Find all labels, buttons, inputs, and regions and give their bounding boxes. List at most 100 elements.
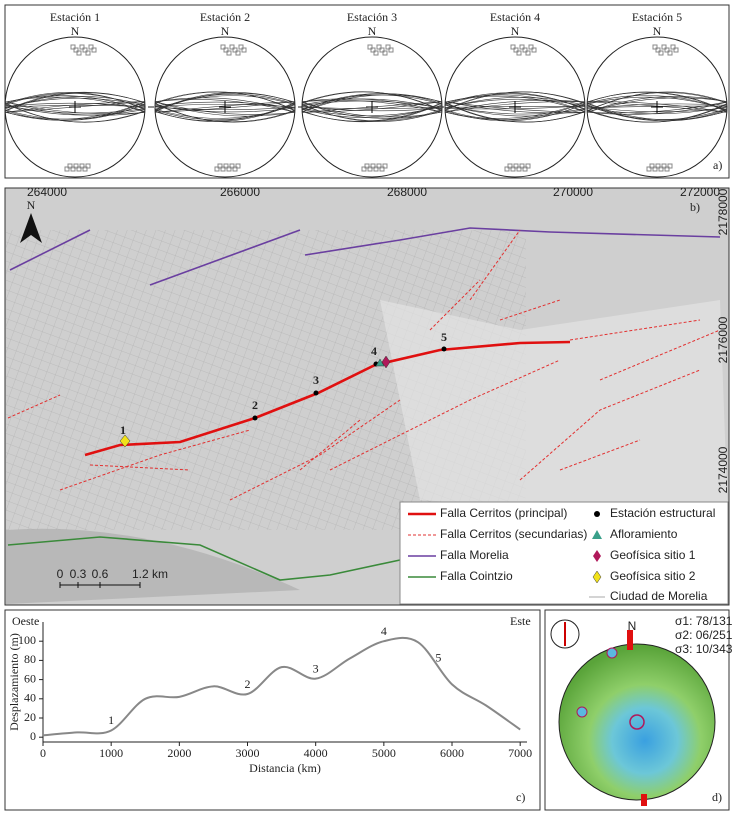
pole — [70, 166, 76, 172]
x-tick-label: 5000 — [372, 746, 396, 760]
pole — [528, 44, 534, 50]
pole — [376, 44, 382, 50]
pole — [519, 163, 525, 169]
map-y-label: 2178000 — [716, 188, 730, 235]
pole — [229, 163, 235, 169]
pole — [91, 47, 97, 53]
pole — [85, 50, 91, 56]
great-circle — [4, 92, 146, 110]
great-circle — [586, 103, 728, 123]
pole — [510, 166, 516, 172]
y-tick-label: 80 — [24, 652, 36, 666]
pole — [658, 50, 664, 56]
panel-label: a) — [713, 158, 722, 172]
pole — [367, 166, 373, 172]
north-label: N — [653, 24, 662, 38]
station-label: 3 — [313, 373, 319, 387]
y-tick-label: 40 — [24, 691, 36, 705]
x-tick-label: 3000 — [236, 746, 260, 760]
map-x-label: 272000 — [680, 185, 720, 199]
great-circle — [154, 103, 296, 123]
pole — [235, 50, 241, 56]
station-label: 4 — [371, 344, 377, 358]
pole — [226, 166, 232, 172]
great-circle — [301, 101, 443, 118]
pole — [223, 47, 229, 53]
panel-c-frame — [4, 609, 541, 811]
great-circle — [444, 101, 586, 121]
great-circle — [301, 103, 443, 122]
station-title: Estación 1 — [50, 10, 100, 24]
y-axis-title: Desplazamiento (m) — [7, 633, 21, 731]
pole — [67, 163, 73, 169]
pole — [235, 163, 241, 169]
pole — [522, 166, 528, 172]
station-label: 5 — [441, 330, 447, 344]
great-circle — [154, 91, 296, 112]
pole — [670, 44, 676, 50]
great-circle — [586, 97, 728, 113]
pole — [373, 166, 379, 172]
great-circle — [154, 97, 296, 113]
great-circle — [301, 94, 443, 110]
east-label: Este — [510, 614, 531, 628]
relief — [380, 300, 728, 520]
great-circle — [301, 94, 443, 113]
panel-label: d) — [712, 790, 722, 804]
pole — [649, 163, 655, 169]
geofisica-1 — [381, 355, 391, 369]
legend-label: Geofísica sitio 2 — [610, 569, 696, 583]
pole — [73, 47, 79, 53]
pole — [76, 50, 82, 56]
north-arrow — [20, 213, 42, 243]
great-circle — [154, 93, 296, 111]
map: 1 2 3 4 5 264000 266000 268000 270000 27… — [4, 185, 730, 606]
great-circle — [4, 101, 146, 120]
y-tick-label: 20 — [24, 710, 36, 724]
x-tick-label: 0 — [40, 746, 46, 760]
x-tick-label: 2000 — [167, 746, 191, 760]
great-circle — [301, 104, 443, 118]
pole — [367, 44, 373, 50]
pole — [673, 47, 679, 53]
pole — [220, 44, 226, 50]
pole — [241, 47, 247, 53]
sigma2 — [576, 706, 588, 718]
pole — [664, 166, 670, 172]
pole — [388, 47, 394, 53]
pole — [232, 47, 238, 53]
center-cross — [509, 101, 521, 113]
legend-label: σ2: 06/251 — [675, 628, 733, 642]
pole — [79, 163, 85, 169]
stress-arrow — [627, 630, 647, 806]
annotation: 4 — [381, 624, 387, 638]
pole — [655, 163, 661, 169]
great-circle — [154, 101, 296, 117]
legend-symbol — [593, 550, 601, 562]
legend-label: Falla Cointzio — [440, 569, 513, 583]
pole — [88, 44, 94, 50]
pole — [79, 44, 85, 50]
scale-label: 0.6 — [92, 567, 109, 581]
pole — [76, 166, 82, 172]
great-circle — [586, 101, 728, 115]
great-circle — [586, 102, 728, 120]
legend-label: Falla Cerritos (principal) — [440, 506, 567, 520]
west-label: Oeste — [12, 614, 39, 628]
map-x-label: 270000 — [553, 185, 593, 199]
great-circle — [586, 92, 728, 112]
legend-label: Afloramiento — [610, 527, 678, 541]
pole — [385, 44, 391, 50]
station-title: Estación 3 — [347, 10, 397, 24]
legend-label: Estación estructural — [610, 506, 715, 520]
pole — [507, 163, 513, 169]
station-title: Estación 4 — [490, 10, 540, 24]
annotation: 1 — [108, 713, 114, 727]
x-tick-label: 6000 — [440, 746, 464, 760]
great-circle — [4, 95, 146, 112]
legend — [399, 501, 729, 605]
pole — [379, 166, 385, 172]
station-point — [313, 390, 319, 396]
great-circle — [301, 91, 443, 111]
